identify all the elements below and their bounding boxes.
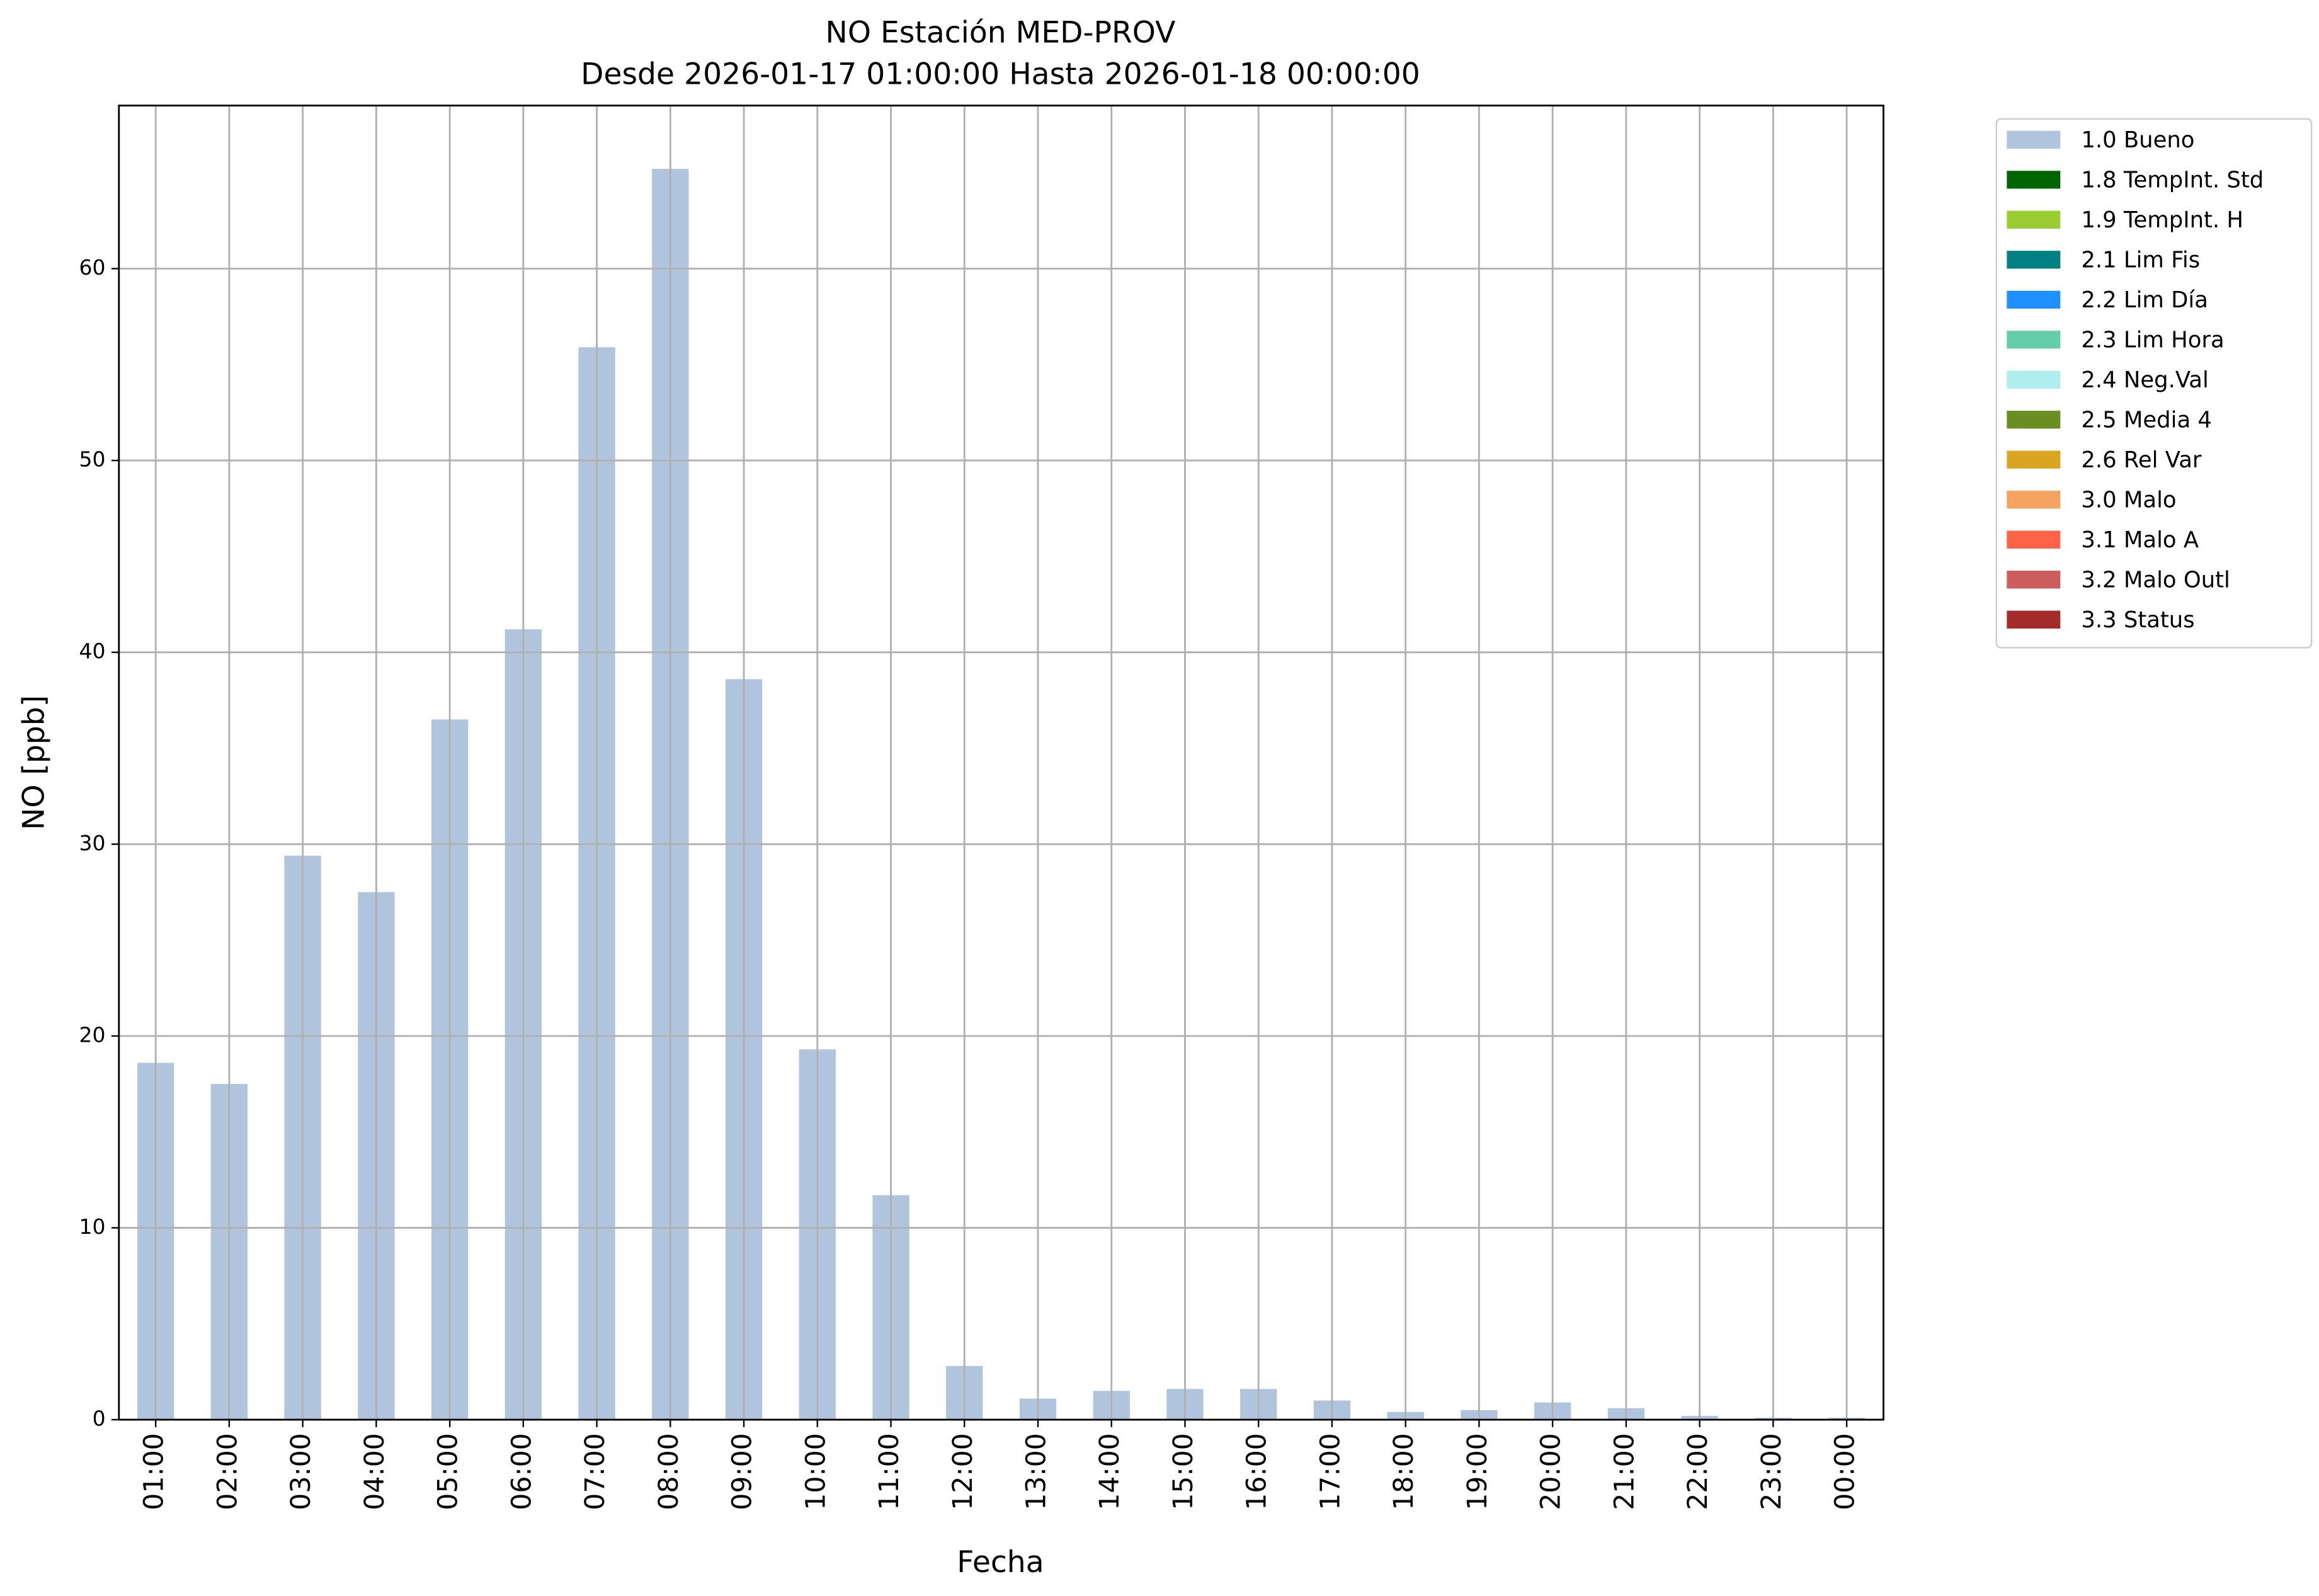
y-tick-label: 50: [79, 447, 106, 472]
y-tick-label: 40: [79, 639, 106, 663]
y-tick-label: 20: [79, 1022, 106, 1047]
x-tick-label: 01:00: [139, 1433, 170, 1510]
legend-label: 2.1 Lim Fis: [2081, 248, 2200, 273]
x-tick-label: 12:00: [948, 1433, 979, 1510]
y-tick-label: 30: [79, 831, 106, 855]
x-tick-label: 17:00: [1315, 1433, 1346, 1510]
legend-label: 3.0 Malo: [2081, 487, 2176, 513]
legend-swatch: [2007, 450, 2061, 469]
legend-label: 3.1 Malo A: [2081, 527, 2199, 553]
legend-label: 2.5 Media 4: [2081, 408, 2212, 433]
chart-title: NO Estación MED-PROV: [826, 15, 1176, 50]
x-tick-label: 16:00: [1242, 1433, 1273, 1510]
x-tick-label: 07:00: [580, 1433, 611, 1510]
x-tick-label: 14:00: [1095, 1433, 1125, 1510]
x-tick-label: 19:00: [1462, 1433, 1493, 1510]
legend-swatch: [2007, 370, 2061, 389]
x-tick-label: 03:00: [286, 1433, 317, 1510]
legend-swatch: [2007, 530, 2061, 549]
x-tick-label: 05:00: [433, 1433, 464, 1510]
x-tick-label: 10:00: [801, 1433, 831, 1510]
legend-swatch: [2007, 210, 2061, 229]
x-tick-label: 20:00: [1536, 1433, 1567, 1510]
legend-swatch: [2007, 290, 2061, 309]
legend-label: 2.2 Lim Día: [2081, 287, 2208, 313]
legend-label: 1.0 Bueno: [2081, 127, 2194, 153]
x-tick-label: 18:00: [1389, 1433, 1420, 1510]
legend-label: 3.2 Malo Outl: [2081, 567, 2230, 593]
y-axis-label: NO [ppb]: [17, 695, 52, 830]
x-tick-label: 15:00: [1168, 1433, 1199, 1510]
x-tick-label: 23:00: [1757, 1433, 1787, 1510]
legend-label: 3.3 Status: [2081, 607, 2194, 633]
x-axis-label: Fecha: [957, 1545, 1044, 1580]
legend-swatch: [2007, 610, 2061, 629]
x-tick-label: 06:00: [506, 1433, 537, 1510]
chart-subtitle: Desde 2026-01-17 01:00:00 Hasta 2026-01-…: [581, 57, 1420, 91]
plot-frame: [118, 105, 1884, 1421]
legend-swatch: [2007, 251, 2061, 269]
x-tick-label: 11:00: [874, 1433, 905, 1510]
x-tick-label: 22:00: [1683, 1433, 1714, 1510]
legend-swatch: [2007, 491, 2061, 509]
legend-label: 2.6 Rel Var: [2081, 447, 2202, 473]
x-tick-label: 13:00: [1021, 1433, 1052, 1510]
legend-swatch: [2007, 171, 2061, 189]
y-tick-label: 0: [93, 1406, 106, 1431]
x-tick-label: 00:00: [1830, 1433, 1861, 1510]
x-tick-label: 21:00: [1609, 1433, 1640, 1510]
x-tick-label: 09:00: [727, 1433, 758, 1510]
x-tick-label: 04:00: [360, 1433, 390, 1510]
legend-label: 2.4 Neg.Val: [2081, 367, 2208, 393]
y-tick-label: 10: [79, 1214, 106, 1239]
x-tick-label: 02:00: [212, 1433, 243, 1510]
x-tick-label: 08:00: [654, 1433, 685, 1510]
legend-swatch: [2007, 571, 2061, 589]
legend-box: [1995, 118, 2313, 649]
y-tick-label: 60: [79, 255, 106, 280]
legend-label: 1.9 TempInt. H: [2081, 207, 2243, 233]
legend-swatch: [2007, 331, 2061, 349]
legend-label: 1.8 TempInt. Std: [2081, 168, 2264, 193]
legend-label: 2.3 Lim Hora: [2081, 328, 2224, 353]
legend-swatch: [2007, 411, 2061, 429]
legend-swatch: [2007, 130, 2061, 149]
